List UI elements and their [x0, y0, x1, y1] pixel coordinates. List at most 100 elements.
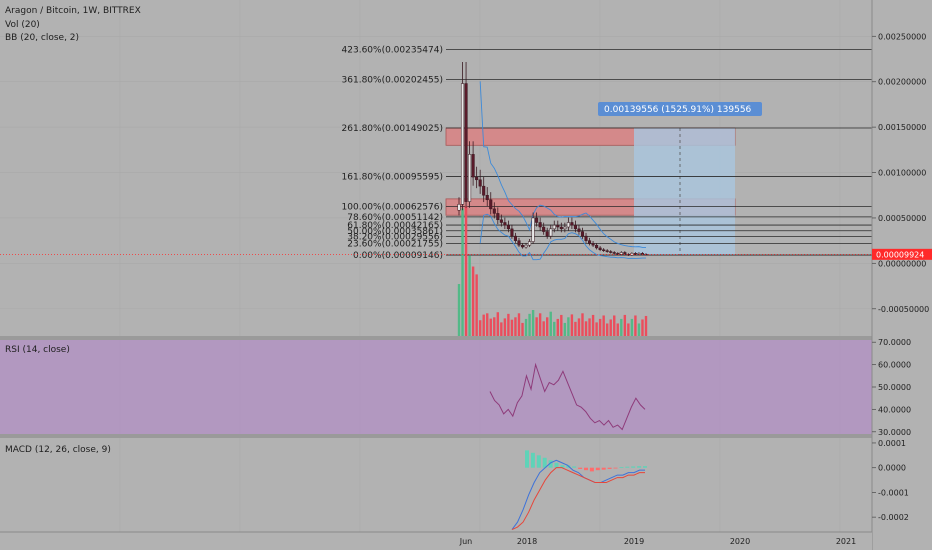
volume-bar	[489, 318, 492, 336]
volume-bar	[595, 322, 598, 336]
macd-hist-bar	[625, 466, 630, 468]
signal-line	[511, 467, 645, 530]
candle-body	[616, 253, 620, 255]
candle-body	[545, 231, 549, 237]
volume-bar	[567, 317, 570, 336]
price-tick-label: -0.00050000	[878, 305, 929, 314]
measure-badge[interactable]: 0.00139556 (1525.91%) 139556	[598, 102, 762, 116]
macd-indicator-label: MACD (12, 26, close, 9)	[5, 445, 111, 455]
candle-body	[471, 154, 475, 178]
volume-bar	[570, 314, 574, 336]
macd-hist-bar	[619, 467, 624, 468]
price-tick-label: 0.00050000	[878, 214, 926, 223]
volume-bar	[510, 319, 514, 336]
volume-bar	[584, 321, 588, 336]
macd-scale-ticks: 0.0001 0.0000 -0.0001 -0.0002	[872, 439, 909, 522]
fib-level-label: 261.80%(0.00149025)	[342, 124, 443, 134]
fib-level-label: 100.00%(0.00062576)	[342, 203, 443, 213]
macd-hist-bar	[548, 460, 553, 468]
volume-bar	[461, 208, 464, 336]
candle-body	[602, 249, 606, 251]
macd-hist-bar	[613, 467, 618, 469]
fib-lines[interactable]: 423.60%(0.00235474) 361.80%(0.00202455) 26…	[342, 46, 872, 262]
volume-bar	[468, 256, 471, 336]
chart-title: Aragon / Bitcoin, 1W, BITTREX	[5, 6, 141, 16]
last-price-label: 0.00009924	[876, 250, 924, 259]
candle-body	[520, 244, 525, 248]
price-pane[interactable]: 423.60%(0.00235474) 361.80%(0.00202455) 26…	[0, 46, 872, 336]
candle-body	[535, 217, 539, 223]
volume-bar	[591, 314, 595, 336]
volume-bar	[475, 274, 478, 336]
volume-bar	[602, 315, 605, 336]
candle-body	[503, 222, 507, 226]
measure-label: 0.00139556 (1525.91%) 139556	[604, 105, 752, 115]
time-tick-label: 2019	[624, 537, 644, 546]
candle-body	[510, 228, 514, 237]
macd-tick-label: -0.0001	[878, 488, 909, 497]
price-scale-ticks: 0.00250000 0.00200000 0.00150000 0.00100000…	[872, 32, 929, 314]
rsi-tick-label: 40.0000	[878, 405, 911, 414]
target-zone[interactable]	[634, 128, 735, 256]
fib-level-label: 50.00%(0.00035861)	[347, 227, 443, 237]
volume-bar	[500, 322, 503, 336]
volume-bar	[486, 313, 489, 336]
volume-bar	[563, 322, 567, 336]
candle-body	[489, 199, 493, 210]
macd-line	[511, 459, 645, 530]
price-tick-label: 0.00200000	[878, 78, 926, 87]
candle-body	[464, 83, 468, 202]
time-axis[interactable]: Jun 2018 2019 2020 2021	[0, 531, 872, 550]
volume-bar	[620, 318, 623, 336]
candle-body	[468, 154, 472, 202]
volume-bar	[623, 314, 627, 336]
candle-body	[506, 224, 510, 230]
candle-body	[633, 253, 637, 255]
volume-bar	[641, 319, 644, 336]
candle-body	[612, 252, 616, 254]
rsi-pane[interactable]	[0, 340, 872, 434]
candle-body	[482, 185, 486, 196]
macd-hist-bar	[607, 467, 612, 469]
macd-hist-bar	[584, 467, 588, 471]
pane-separator-macd[interactable]	[0, 434, 932, 438]
bollinger-bands	[479, 81, 647, 261]
macd-hist-bar	[536, 455, 541, 468]
candle-body	[517, 240, 521, 246]
rsi-tick-label: 60.0000	[878, 361, 911, 370]
macd-hist-bar	[554, 462, 559, 468]
rsi-line	[489, 362, 646, 431]
candle-body	[566, 222, 570, 228]
macd-hist-bar	[631, 466, 636, 468]
candle-body	[570, 222, 574, 226]
pane-separator-rsi[interactable]	[0, 336, 932, 340]
rsi-indicator-label: RSI (14, close)	[5, 345, 70, 355]
price-scale[interactable]	[872, 0, 932, 550]
candle-body	[524, 244, 528, 248]
volume-bar	[496, 312, 500, 336]
macd-pane[interactable]	[511, 450, 647, 530]
candle-body	[485, 194, 489, 201]
volume-bar	[514, 317, 517, 336]
candle-body	[552, 224, 556, 230]
last-price-badge: 0.00009924	[872, 248, 932, 260]
fib-level-label: 61.80%(0.00042165)	[347, 221, 443, 231]
volume-bar	[644, 315, 648, 336]
candles	[457, 61, 648, 256]
macd-tick-label: -0.0002	[878, 513, 909, 522]
volume-bar	[521, 322, 524, 336]
candle-body	[591, 243, 595, 246]
volume-bar	[482, 314, 485, 336]
volume-bar	[531, 310, 535, 336]
time-tick-label: 2018	[517, 537, 537, 546]
fib-level-label: 361.80%(0.00202455)	[342, 76, 443, 86]
volume-bar	[503, 318, 507, 336]
macd-hist-bar	[601, 467, 606, 470]
price-tick-label: 0.00000000	[878, 259, 926, 268]
candle-body	[492, 208, 496, 214]
volume-bar	[574, 321, 577, 336]
volume-bar	[630, 318, 634, 336]
rsi-tick-label: 30.0000	[878, 428, 911, 437]
bb-upper	[479, 81, 647, 248]
